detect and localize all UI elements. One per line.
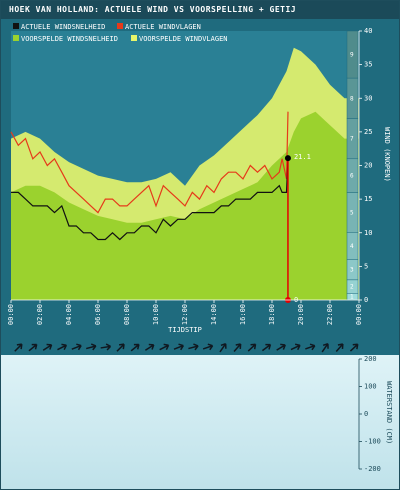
legend-swatch	[131, 35, 137, 41]
wind-direction-arrow-icon	[100, 343, 112, 351]
y-tick-label: 0	[364, 296, 368, 304]
x-tick-label: 16:00	[239, 304, 247, 325]
tide-y-tick-label: 100	[364, 383, 377, 391]
legend-label: VOORSPELDE WINDVLAGEN	[139, 35, 228, 43]
wind-direction-arrow-icon	[349, 343, 359, 352]
x-tick-label: 22:00	[326, 304, 334, 325]
wind-direction-arrow-icon	[188, 343, 199, 351]
x-tick-label: 10:00	[152, 304, 160, 325]
y-tick-label: 30	[364, 94, 372, 102]
wind-direction-arrow-icon	[42, 343, 53, 351]
wind-direction-arrow-icon	[116, 343, 125, 352]
wind-direction-arrow-icon	[28, 343, 38, 352]
chart-title: HOEK VAN HOLLAND: ACTUELE WIND VS VOORSP…	[1, 1, 399, 19]
wind-direction-arrow-icon	[57, 343, 68, 351]
legend-label: VOORSPELDE WINDSNELHEID	[21, 35, 118, 43]
x-tick-label: 08:00	[123, 304, 131, 325]
x-tick-label: 02:00	[36, 304, 44, 325]
wind-direction-arrow-icon	[305, 343, 316, 351]
wind-direction-arrow-icon	[130, 343, 140, 352]
series-forecast-speed-area	[11, 111, 359, 300]
wind-chart: ACTUELE WINDSNELHEID ACTUELE WINDVLAGEN VO…	[7, 23, 391, 353]
y-tick-label: 15	[364, 195, 372, 203]
tide-y-tick-label: 0	[364, 410, 368, 418]
beaufort-label: 3	[350, 267, 354, 274]
beaufort-label: 5	[350, 210, 354, 217]
current-speed-label: 21.1	[294, 153, 311, 161]
legend-swatch	[13, 35, 19, 41]
tide-chart: 200 100 0 -100 -200 WATERSTAND (CM)	[358, 355, 393, 473]
wind-direction-arrow-icon	[335, 343, 344, 353]
wind-direction-arrow-icon	[290, 343, 301, 351]
beaufort-label: 4	[350, 243, 354, 250]
beaufort-label: 6	[350, 173, 354, 180]
legend-swatch	[13, 23, 19, 29]
beaufort-band	[346, 30, 359, 79]
y-tick-label: 25	[364, 128, 372, 136]
wind-direction-arrow-icon	[276, 343, 286, 351]
x-tick-label: 00:00	[355, 304, 363, 325]
x-tick-label: 04:00	[65, 304, 73, 325]
beaufort-label: 1	[350, 294, 354, 301]
y-tick-label: 5	[364, 262, 368, 270]
x-tick-label: 06:00	[94, 304, 102, 325]
y-axis-title: WIND (KNOPEN)	[383, 127, 391, 182]
wind-direction-arrow-icon	[321, 343, 329, 353]
tide-chart-panel: 200 100 0 -100 -200 WATERSTAND (CM)	[1, 355, 399, 489]
series-actual-speed-line	[11, 158, 289, 241]
legend-swatch	[117, 23, 123, 29]
beaufort-label: 9	[350, 52, 354, 59]
wind-direction-arrow-icon	[173, 343, 184, 351]
tide-y-axis-title: WATERSTAND (CM)	[385, 381, 393, 444]
current-speed-dot	[284, 155, 291, 162]
x-axis-title: TIJDSTIP	[168, 326, 202, 334]
x-tick-label: 00:00	[7, 304, 15, 325]
y-tick-label: 35	[364, 61, 372, 69]
x-tick-label: 20:00	[297, 304, 305, 325]
x-tick-label: 18:00	[268, 304, 276, 325]
legend-label: ACTUELE WINDSNELHEID	[21, 23, 105, 31]
series-actual-gust-line	[10, 111, 289, 214]
wind-direction-arrow-icon	[159, 343, 170, 351]
tide-y-tick-label: -200	[364, 465, 381, 473]
y-tick-label: 10	[364, 229, 372, 237]
wind-direction-arrow-icon	[71, 343, 82, 351]
wind-direction-arrow-icon	[14, 343, 23, 352]
y-tick-label: 20	[364, 162, 372, 170]
wind-chart-panel: ACTUELE WINDSNELHEID ACTUELE WINDVLAGEN VO…	[1, 19, 399, 355]
beaufort-label: 2	[350, 284, 354, 291]
legend-label: ACTUELE WINDVLAGEN	[125, 23, 201, 31]
x-tick-label: 12:00	[181, 304, 189, 325]
wind-direction-arrow-icon	[233, 343, 242, 353]
x-tick-label: 14:00	[210, 304, 218, 325]
tide-y-tick-label: 200	[364, 355, 377, 363]
wind-direction-arrow-icon	[219, 343, 227, 353]
wind-direction-arrow-icon	[247, 343, 257, 352]
wind-direction-arrow-icon	[144, 343, 155, 351]
beaufort-label: 7	[350, 136, 354, 143]
beaufort-label: 8	[350, 95, 354, 102]
tide-y-tick-label: -100	[364, 438, 381, 446]
y-tick-label: 40	[364, 27, 372, 35]
wind-direction-arrow-icon	[261, 343, 272, 352]
wind-direction-arrow-icon	[202, 343, 214, 351]
wind-direction-arrow-icon	[86, 343, 97, 351]
